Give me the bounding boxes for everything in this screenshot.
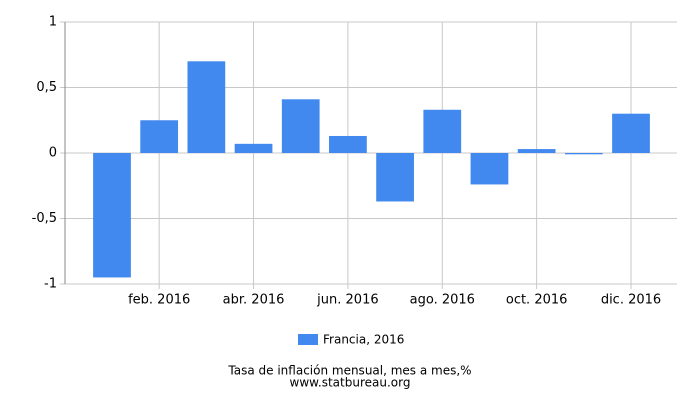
- x-tick-label: ago. 2016: [410, 293, 475, 308]
- bar: [93, 153, 131, 278]
- y-tick-label: 1: [49, 15, 57, 30]
- y-tick-label: -0,5: [32, 211, 57, 226]
- bar: [517, 149, 556, 153]
- chart-title: Tasa de inflación mensual, mes a mes,%: [227, 364, 471, 378]
- y-tick-label: 0,5: [36, 80, 57, 95]
- bar: [376, 153, 414, 202]
- bar: [281, 99, 320, 153]
- legend-label: Francia, 2016: [323, 333, 404, 347]
- bar: [612, 113, 650, 153]
- legend-swatch: [298, 334, 318, 345]
- x-tick-label: abr. 2016: [223, 293, 285, 308]
- bar: [564, 153, 603, 155]
- x-tick-label: oct. 2016: [506, 293, 568, 308]
- x-tick-label: dic. 2016: [601, 293, 661, 308]
- y-tick-label: 0: [49, 146, 57, 161]
- source: www.statbureau.org: [290, 376, 411, 390]
- y-tick-label: -1: [44, 277, 57, 292]
- bar: [187, 61, 226, 153]
- bar: [234, 143, 273, 153]
- x-tick-label: jun. 2016: [316, 293, 378, 308]
- x-tick-label: feb. 2016: [128, 293, 190, 308]
- bar: [470, 153, 509, 185]
- bar: [140, 120, 179, 153]
- bar: [423, 109, 462, 153]
- bar: [329, 135, 367, 153]
